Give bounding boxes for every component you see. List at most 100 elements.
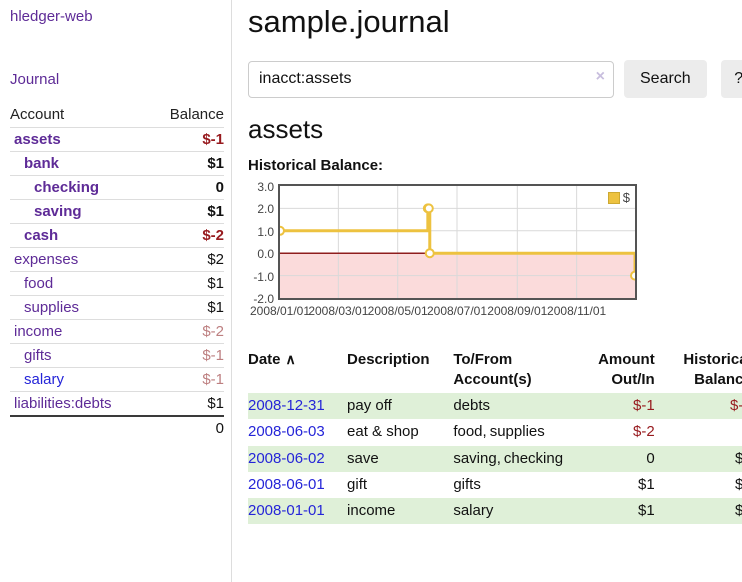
register-table-body: 2008-12-31 pay off debts $-1 $-1 2008-06-03 ea… <box>248 393 742 525</box>
account-balance: $-2 <box>149 223 224 248</box>
transaction-date-link[interactable]: 2008-06-01 <box>248 475 325 493</box>
account-balance: $-1 <box>149 343 224 368</box>
transaction-accounts: gifts <box>453 472 584 498</box>
account-row: bank $1 <box>10 151 224 176</box>
transaction-amount: $-1 <box>633 397 655 414</box>
account-link-expenses[interactable]: expenses <box>14 251 79 268</box>
chart-x-labels: 2008/01/01 2008/03/01 2008/05/01 2008/07/01… <box>250 304 635 320</box>
transaction-description: income <box>347 502 396 519</box>
transaction-account: checking <box>503 449 564 467</box>
search-form: × Search ? <box>248 60 742 98</box>
transaction-amount: $1 <box>638 475 655 493</box>
account-row: gifts $-1 <box>10 343 224 368</box>
register-table-header: Date ∧ Description To/From Account(s) Amo… <box>248 348 742 393</box>
x-tick-label: 2008/09/01 <box>487 304 548 318</box>
register-row: 2008-06-01 gift gifts $1 $2 <box>248 472 742 498</box>
account-link-assets[interactable]: assets <box>14 131 61 148</box>
transaction-account: saving, <box>453 449 501 467</box>
transaction-accounts: salary <box>453 498 584 524</box>
transaction-date-cell: 2008-06-02 <box>248 446 347 472</box>
account-link-checking[interactable]: checking <box>34 179 100 196</box>
balance-chart-plot-svg <box>280 186 635 298</box>
account-link-cash[interactable]: cash <box>24 227 59 244</box>
legend-swatch-icon <box>607 191 620 204</box>
y-tick-label: -2.0 <box>253 292 274 306</box>
transaction-balance: $2 <box>735 449 742 467</box>
register-header-accounts: To/From Account(s) <box>453 351 532 388</box>
account-cell: gifts <box>10 343 150 368</box>
sidebar-item-journal[interactable]: Journal <box>10 71 60 88</box>
transaction-balance: $2 <box>735 475 742 493</box>
accounts-header-account: Account <box>10 106 65 123</box>
account-link-salary[interactable]: salary <box>24 371 65 388</box>
sidebar: hledger-web Journal Account Balance asse… <box>0 0 232 582</box>
account-link-liabilities-debts[interactable]: liabilities:debts <box>14 395 112 412</box>
search-input[interactable] <box>248 60 614 98</box>
account-cell: food <box>10 271 150 296</box>
account-cell: bank <box>10 151 150 176</box>
register-header-description: Description <box>347 351 430 368</box>
account-link-supplies[interactable]: supplies <box>24 299 80 316</box>
transaction-amount: $1 <box>638 502 655 519</box>
clear-search-icon[interactable]: × <box>595 67 605 85</box>
transaction-date-link[interactable]: 2008-06-03 <box>248 423 325 441</box>
register-row: 2008-06-03 eat & shop food,supplies $-2 0 <box>248 419 742 445</box>
search-button[interactable]: Search <box>624 60 707 98</box>
x-tick-label: 2008/01/01 <box>249 304 311 318</box>
account-row: supplies $1 <box>10 295 224 320</box>
account-link-bank[interactable]: bank <box>24 155 60 172</box>
account-balance: $1 <box>149 295 224 320</box>
account-balance: 0 <box>149 175 224 200</box>
transaction-date-cell: 2008-06-01 <box>248 472 347 498</box>
transaction-date-link[interactable]: 2008-12-31 <box>248 397 325 414</box>
y-tick-label: 0.0 <box>257 247 274 262</box>
transaction-balance: $-1 <box>730 397 742 414</box>
account-balance: $-1 <box>149 367 224 392</box>
account-cell: assets <box>10 127 150 152</box>
account-cell: supplies <box>10 295 150 320</box>
app-title-link[interactable]: hledger-web <box>10 8 93 25</box>
account-balance: $2 <box>149 247 224 272</box>
transaction-date-link[interactable]: 2008-06-02 <box>248 449 325 467</box>
app-title: hledger-web <box>10 8 224 25</box>
balance-chart-plot[interactable]: $ <box>278 184 637 300</box>
y-tick-label: -1.0 <box>253 269 274 284</box>
account-link-food[interactable]: food <box>24 275 54 292</box>
transaction-balance: 0 <box>660 419 742 445</box>
account-balance: $1 <box>149 271 224 296</box>
accounts-table-header: Account Balance <box>10 103 224 128</box>
accounts-table-body: assets $-1 bank $1 checking 0 saving $1 cash $-2 e… <box>10 127 224 416</box>
account-row: assets $-1 <box>10 127 224 152</box>
y-tick-label: 2.0 <box>257 202 274 217</box>
transaction-amount: $-2 <box>633 423 655 441</box>
transaction-date-cell: 2008-01-01 <box>248 498 347 524</box>
transaction-account: food, <box>453 423 487 441</box>
accounts-total-value: 0 <box>149 415 224 440</box>
register-header-date[interactable]: Date ∧ <box>248 351 296 368</box>
account-cell: checking <box>10 175 150 200</box>
legend-label: $ <box>622 190 630 205</box>
account-balance: $1 <box>149 151 224 176</box>
transaction-account: salary <box>453 502 494 519</box>
account-cell: salary <box>10 367 150 392</box>
account-row: cash $-2 <box>10 223 224 248</box>
account-link-gifts[interactable]: gifts <box>24 347 52 364</box>
transaction-date-link[interactable]: 2008-01-01 <box>248 502 325 519</box>
account-link-saving[interactable]: saving <box>34 203 82 220</box>
account-balance: $1 <box>149 391 224 416</box>
x-tick-label: 2008/07/01 <box>426 304 488 318</box>
transaction-description: gift <box>347 475 368 493</box>
account-row: salary $-1 <box>10 367 224 392</box>
help-button[interactable]: ? <box>720 60 742 98</box>
register-header-amount: Amount Out/In <box>598 351 655 388</box>
transaction-description: eat & shop <box>347 423 419 441</box>
transaction-amount: 0 <box>646 449 655 467</box>
account-row: expenses $2 <box>10 247 224 272</box>
account-cell: income <box>10 319 150 344</box>
transaction-description: pay off <box>347 397 392 414</box>
x-tick-label: 2008/11/01 <box>547 304 607 318</box>
main-content: sample.journal × Search ? assets Histori… <box>232 0 742 582</box>
transaction-accounts: debts <box>453 393 584 419</box>
transaction-date-cell: 2008-06-03 <box>248 419 347 445</box>
account-link-income[interactable]: income <box>14 323 63 340</box>
